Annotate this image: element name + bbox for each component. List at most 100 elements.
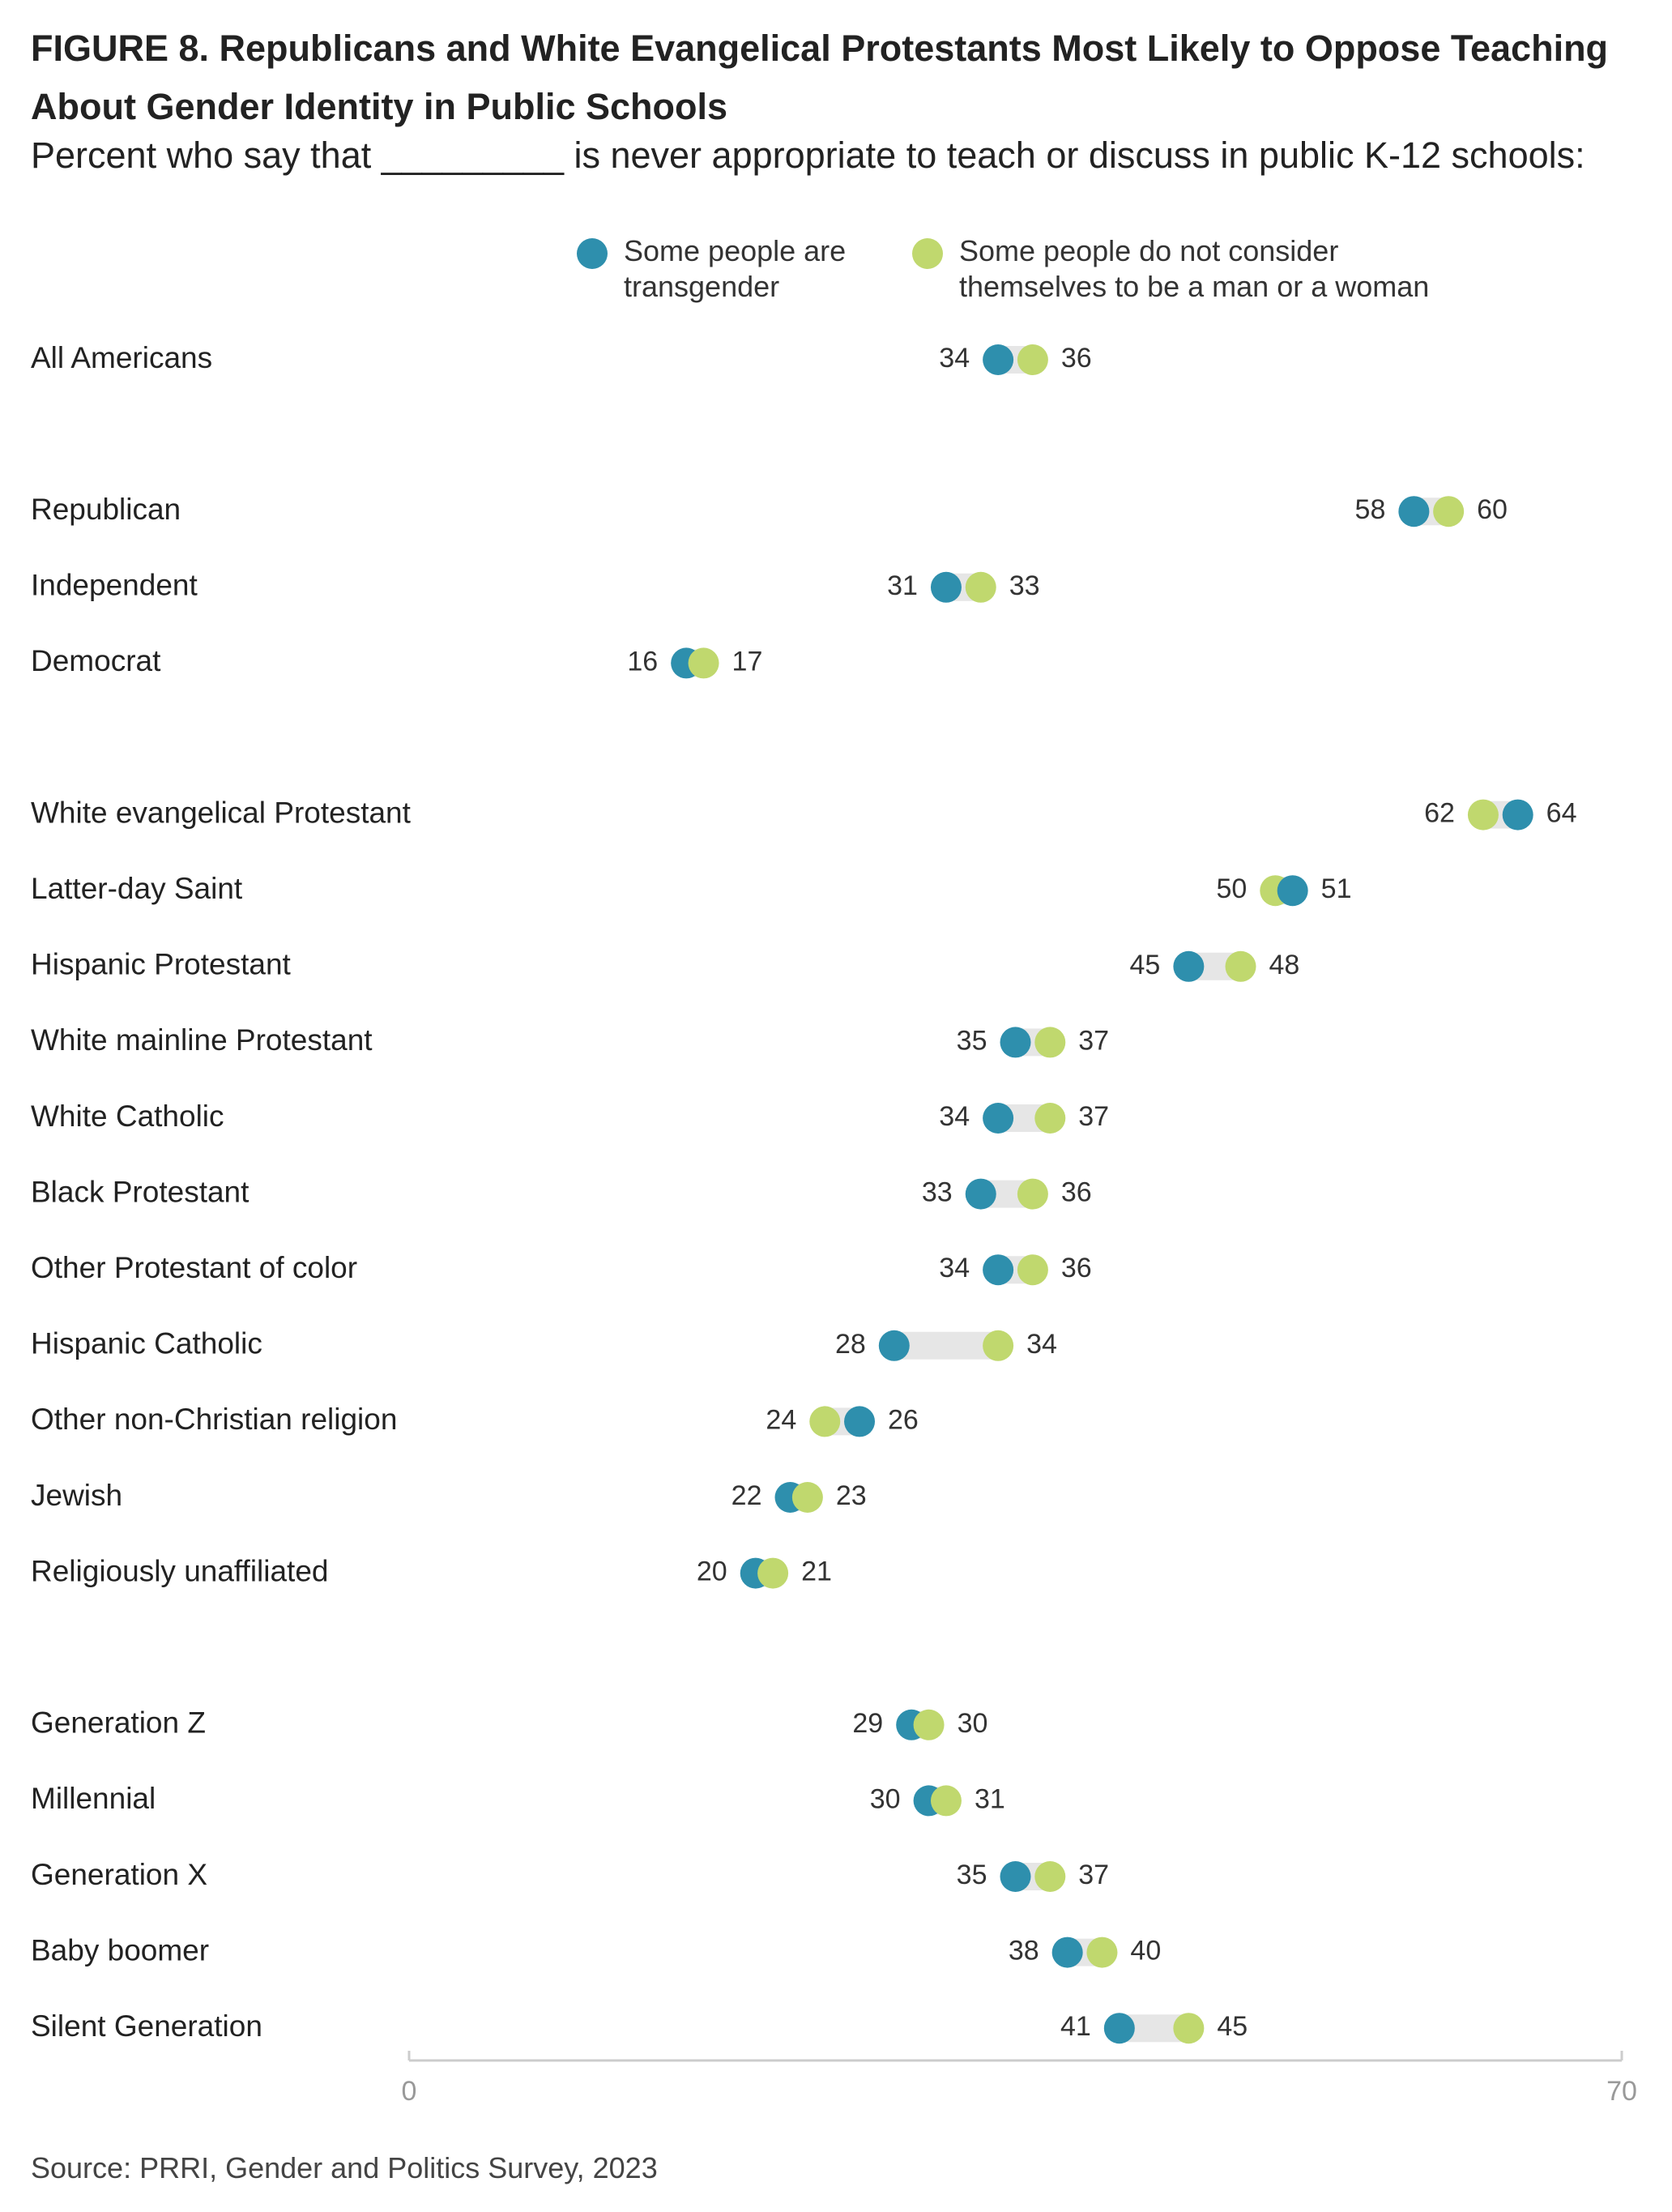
- dot-a-white-mainline-protestant: [1000, 1027, 1031, 1058]
- value-label-low-silent-generation: 41: [1060, 2011, 1091, 2042]
- row-label-white-catholic: White Catholic: [31, 1100, 224, 1133]
- value-label-low-religiously-unaffiliated: 20: [697, 1557, 727, 1587]
- value-label-high-white-catholic: 37: [1078, 1101, 1109, 1132]
- value-label-high-all-americans: 36: [1061, 343, 1092, 374]
- dot-b-baby-boomer: [1086, 1937, 1118, 1968]
- value-label-high-other-non-christian-religion: 26: [888, 1404, 919, 1435]
- dot-b-generation-x: [1034, 1861, 1066, 1892]
- dot-a-hispanic-protestant: [1173, 950, 1205, 982]
- dot-b-jewish: [791, 1482, 823, 1513]
- dot-a-all-americans: [983, 344, 1014, 375]
- value-label-high-hispanic-protestant: 48: [1269, 950, 1300, 980]
- value-label-high-black-protestant: 36: [1061, 1177, 1092, 1208]
- row-label-silent-generation: Silent Generation: [31, 2009, 262, 2043]
- dot-b-independent: [965, 571, 996, 603]
- dot-b-other-non-christian-religion: [809, 1406, 841, 1437]
- dot-b-white-evangelical-protestant: [1467, 799, 1499, 831]
- dot-b-republican: [1433, 496, 1465, 527]
- dot-a-hispanic-catholic: [878, 1330, 910, 1361]
- value-label-low-hispanic-protestant: 45: [1130, 950, 1161, 980]
- value-label-high-silent-generation: 45: [1217, 2011, 1248, 2042]
- dot-b-generation-z: [913, 1709, 945, 1740]
- row-label-other-protestant-of-color: Other Protestant of color: [31, 1251, 357, 1284]
- row-label-millennial: Millennial: [31, 1782, 156, 1815]
- row-label-hispanic-protestant: Hispanic Protestant: [31, 948, 292, 981]
- value-label-low-democrat: 16: [627, 646, 658, 677]
- dot-a-white-catholic: [983, 1103, 1014, 1134]
- legend-swatch-transgender: [577, 238, 608, 269]
- chart-subtitle: Percent who say that _________ is never …: [31, 135, 1585, 176]
- dot-a-other-protestant-of-color: [983, 1254, 1014, 1286]
- legend-label-transgender: Some people are transgender: [624, 234, 847, 303]
- value-label-high-jewish: 23: [836, 1480, 867, 1511]
- row-label-hispanic-catholic: Hispanic Catholic: [31, 1327, 262, 1360]
- value-label-low-other-non-christian-religion: 24: [766, 1404, 796, 1435]
- dot-b-silent-generation: [1173, 2013, 1205, 2044]
- value-label-low-generation-z: 29: [852, 1708, 883, 1739]
- row-label-black-protestant: Black Protestant: [31, 1175, 250, 1208]
- legend-item-transgender: Some people are transgender: [577, 233, 867, 305]
- value-label-high-democrat: 17: [732, 646, 763, 677]
- row-label-generation-z: Generation Z: [31, 1706, 206, 1740]
- value-label-low-all-americans: 34: [939, 343, 970, 374]
- value-label-low-white-evangelical-protestant: 62: [1424, 798, 1455, 829]
- x-tick-label-70: 70: [1606, 2076, 1637, 2107]
- row-label-white-mainline-protestant: White mainline Protestant: [31, 1023, 373, 1057]
- row-label-all-americans: All Americans: [31, 341, 212, 374]
- value-label-low-generation-x: 35: [957, 1860, 987, 1890]
- dot-a-silent-generation: [1103, 2013, 1135, 2044]
- row-label-jewish: Jewish: [31, 1479, 122, 1512]
- value-label-high-millennial: 31: [975, 1783, 1005, 1814]
- value-label-high-hispanic-catholic: 34: [1026, 1329, 1057, 1360]
- value-label-high-latter-day-saint: 51: [1321, 873, 1352, 904]
- row-label-democrat: Democrat: [31, 644, 161, 677]
- dot-b-other-protestant-of-color: [1017, 1254, 1048, 1286]
- dot-a-white-evangelical-protestant: [1502, 799, 1533, 831]
- row-label-latter-day-saint: Latter-day Saint: [31, 872, 243, 905]
- dot-b-millennial: [930, 1785, 962, 1817]
- value-label-low-black-protestant: 33: [922, 1177, 953, 1208]
- dot-a-latter-day-saint: [1277, 875, 1308, 907]
- dot-a-independent: [930, 571, 962, 603]
- value-label-low-white-mainline-protestant: 35: [957, 1025, 987, 1056]
- dot-a-republican: [1398, 496, 1430, 527]
- value-label-low-independent: 31: [887, 570, 918, 601]
- dot-b-white-catholic: [1034, 1103, 1066, 1134]
- row-label-baby-boomer: Baby boomer: [31, 1933, 209, 1966]
- dot-a-black-protestant: [965, 1178, 996, 1210]
- dot-a-generation-x: [1000, 1861, 1031, 1892]
- row-label-religiously-unaffiliated: Religiously unaffiliated: [31, 1554, 329, 1587]
- value-label-low-republican: 58: [1355, 494, 1386, 525]
- value-label-high-republican: 60: [1477, 494, 1508, 525]
- value-label-high-generation-z: 30: [958, 1708, 988, 1739]
- value-label-low-latter-day-saint: 50: [1216, 873, 1247, 904]
- dot-b-religiously-unaffiliated: [757, 1557, 789, 1589]
- value-label-high-generation-x: 37: [1078, 1860, 1109, 1890]
- dot-b-black-protestant: [1017, 1178, 1048, 1210]
- legend-item-nonbinary: Some people do not consider themselves t…: [912, 233, 1478, 305]
- value-label-low-hispanic-catholic: 28: [835, 1329, 866, 1360]
- dot-b-hispanic-catholic: [983, 1330, 1014, 1361]
- value-label-high-baby-boomer: 40: [1130, 1936, 1161, 1966]
- value-label-low-white-catholic: 34: [939, 1101, 970, 1132]
- row-label-republican: Republican: [31, 493, 181, 526]
- value-label-low-baby-boomer: 38: [1009, 1936, 1039, 1966]
- dot-b-democrat: [688, 647, 719, 679]
- row-label-independent: Independent: [31, 569, 198, 602]
- dot-b-white-mainline-protestant: [1034, 1027, 1066, 1058]
- value-label-low-other-protestant-of-color: 34: [939, 1253, 970, 1283]
- chart-title: FIGURE 8. Republicans and White Evangeli…: [31, 28, 1609, 127]
- dot-b-all-americans: [1017, 344, 1048, 375]
- value-label-high-independent: 33: [1009, 570, 1040, 601]
- source-note: Source: PRRI, Gender and Politics Survey…: [31, 2151, 658, 2184]
- value-label-high-religiously-unaffiliated: 21: [801, 1557, 832, 1587]
- x-tick-label-0: 0: [402, 2076, 417, 2107]
- dot-b-hispanic-protestant: [1225, 950, 1256, 982]
- row-label-other-non-christian-religion: Other non-Christian religion: [31, 1403, 397, 1436]
- row-label-white-evangelical-protestant: White evangelical Protestant: [31, 796, 412, 829]
- value-label-high-white-evangelical-protestant: 64: [1546, 798, 1577, 829]
- legend-label-nonbinary: Some people do not consider themselves t…: [959, 234, 1430, 303]
- value-label-low-millennial: 30: [870, 1783, 901, 1814]
- legend-swatch-nonbinary: [912, 238, 943, 269]
